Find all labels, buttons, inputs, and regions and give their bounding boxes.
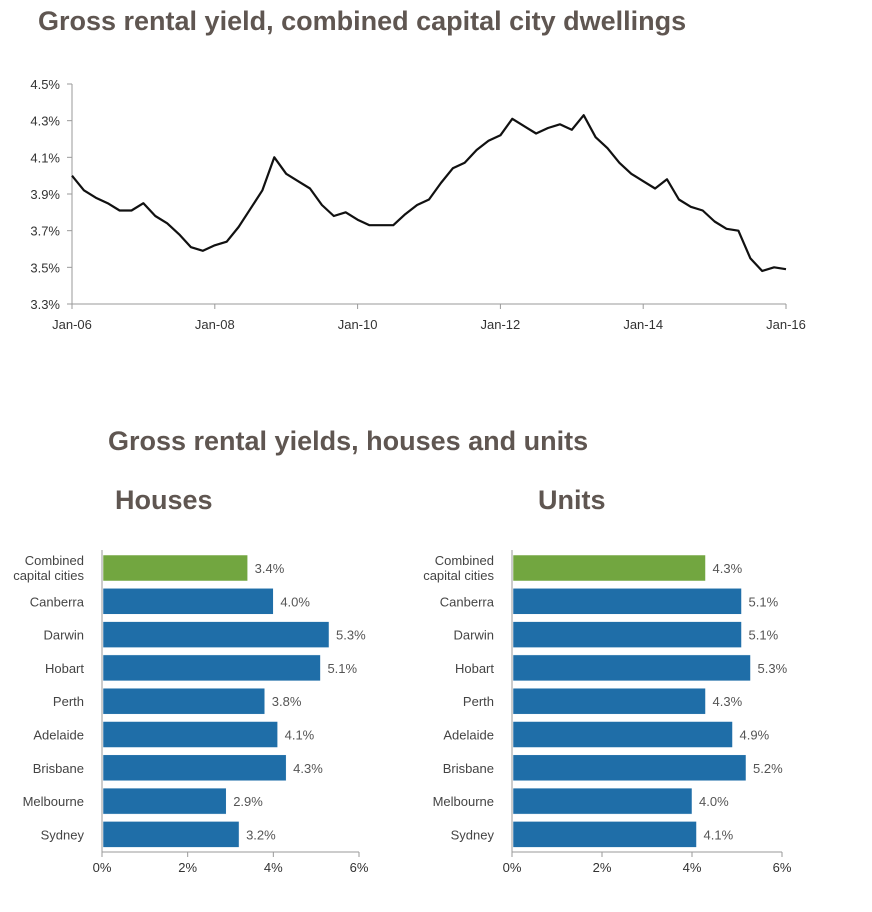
x-tick-label: Jan-10 [338, 317, 378, 332]
units-category-label: Adelaide [443, 728, 494, 743]
y-tick-label: 4.1% [30, 150, 60, 165]
houses-category-label: Sydney [41, 827, 85, 842]
x-tick-label: Jan-16 [766, 317, 806, 332]
y-tick-label: 3.3% [30, 297, 60, 312]
houses-value-label: 2.9% [233, 794, 263, 809]
houses-category-label: Melbourne [23, 794, 84, 809]
units-value-label: 5.1% [749, 594, 779, 609]
x-tick-label: Jan-14 [623, 317, 663, 332]
units-category-label: Perth [463, 694, 494, 709]
units-category-label: Brisbane [443, 761, 494, 776]
x-tick-label: Jan-06 [52, 317, 92, 332]
units-x-tick-label: 2% [593, 860, 612, 875]
units-category-label: Darwin [454, 628, 494, 643]
x-tick-label: Jan-08 [195, 317, 235, 332]
houses-value-label: 3.8% [272, 694, 302, 709]
units-category-label: capital cities [423, 568, 494, 583]
y-tick-label: 3.7% [30, 224, 60, 239]
houses-bar [102, 588, 274, 615]
units-value-label: 4.1% [704, 827, 734, 842]
units-bar [512, 588, 742, 615]
units-bar [512, 687, 706, 715]
houses-x-tick-label: 2% [178, 860, 197, 875]
houses-bar [102, 654, 321, 682]
houses-category-label: capital cities [13, 568, 84, 583]
bar-charts-title: Gross rental yields, houses and units [108, 426, 589, 456]
houses-category-label: Canberra [30, 594, 85, 609]
units-chart-title: Units [538, 485, 606, 515]
houses-chart-title: Houses [115, 485, 213, 515]
units-x-tick-label: 0% [503, 860, 522, 875]
houses-bar [102, 821, 240, 848]
yield-series-line [71, 114, 787, 273]
houses-bar [102, 721, 278, 748]
houses-value-label: 5.1% [327, 661, 357, 676]
units-bar [512, 621, 742, 648]
units-value-label: 4.3% [713, 561, 743, 576]
houses-bar [102, 621, 330, 648]
houses-category-label: Combined [25, 553, 84, 568]
units-bar [512, 654, 751, 682]
houses-value-label: 5.3% [336, 628, 366, 643]
y-tick-label: 4.5% [30, 77, 60, 92]
units-value-label: 4.9% [740, 728, 770, 743]
units-bar [512, 787, 693, 815]
houses-value-label: 3.2% [246, 827, 276, 842]
units-category-label: Combined [435, 553, 494, 568]
houses-bar [102, 687, 266, 715]
houses-value-label: 4.0% [280, 594, 310, 609]
houses-x-tick-label: 4% [264, 860, 283, 875]
houses-category-label: Perth [53, 694, 84, 709]
units-bar [512, 821, 697, 848]
houses-value-label: 4.3% [293, 761, 323, 776]
units-category-label: Sydney [451, 827, 495, 842]
units-value-label: 5.3% [758, 661, 788, 676]
y-tick-label: 3.9% [30, 187, 60, 202]
units-bar [512, 754, 747, 782]
houses-value-label: 3.4% [255, 561, 285, 576]
units-value-label: 5.1% [749, 628, 779, 643]
units-value-label: 4.0% [699, 794, 729, 809]
houses-category-label: Hobart [45, 661, 84, 676]
units-category-label: Melbourne [433, 794, 494, 809]
y-tick-label: 4.3% [30, 114, 60, 129]
units-x-tick-label: 6% [773, 860, 792, 875]
houses-x-tick-label: 0% [93, 860, 112, 875]
units-category-label: Canberra [440, 594, 495, 609]
houses-category-label: Adelaide [33, 728, 84, 743]
line-chart: 3.3% 3.5% 3.7% 3.9% 4.1% 4.3% 4.5% Jan-06 Jan-08… [30, 77, 806, 332]
units-value-label: 4.3% [713, 694, 743, 709]
units-x-tick-label: 4% [683, 860, 702, 875]
units-category-label: Hobart [455, 661, 494, 676]
houses-bar [102, 787, 227, 815]
x-tick-label: Jan-12 [481, 317, 521, 332]
houses-value-label: 4.1% [285, 728, 315, 743]
units-value-label: 5.2% [753, 761, 783, 776]
units-bar [512, 554, 706, 582]
y-tick-label: 3.5% [30, 260, 60, 275]
houses-category-label: Darwin [44, 628, 84, 643]
houses-bar [102, 754, 287, 782]
houses-x-tick-label: 6% [350, 860, 369, 875]
houses-bar [102, 554, 248, 582]
units-bar [512, 721, 733, 748]
line-chart-title: Gross rental yield, combined capital cit… [38, 6, 687, 36]
houses-category-label: Brisbane [33, 761, 84, 776]
